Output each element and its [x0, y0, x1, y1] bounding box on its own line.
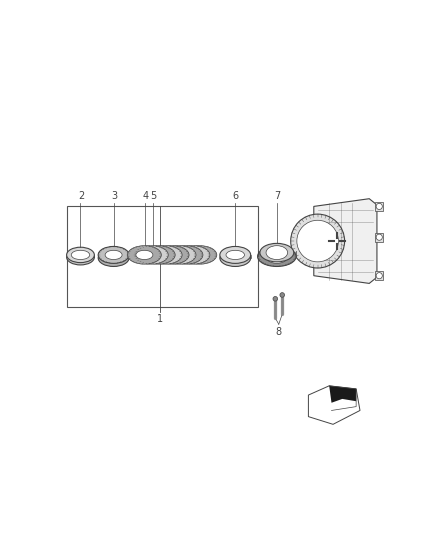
Ellipse shape	[164, 251, 180, 260]
Polygon shape	[314, 199, 377, 284]
Ellipse shape	[273, 296, 278, 301]
Ellipse shape	[127, 246, 161, 264]
Bar	[375, 271, 383, 280]
Ellipse shape	[162, 246, 196, 264]
Ellipse shape	[71, 253, 90, 262]
Ellipse shape	[136, 251, 153, 260]
Ellipse shape	[98, 246, 129, 263]
Ellipse shape	[67, 249, 94, 265]
Ellipse shape	[134, 246, 168, 264]
Ellipse shape	[297, 220, 339, 262]
Polygon shape	[308, 386, 360, 424]
Bar	[67, 206, 258, 306]
Polygon shape	[329, 386, 356, 403]
Ellipse shape	[376, 273, 382, 279]
Ellipse shape	[226, 253, 244, 263]
Text: 7: 7	[274, 191, 280, 201]
Bar	[375, 232, 383, 242]
Ellipse shape	[176, 246, 210, 264]
Ellipse shape	[105, 251, 122, 260]
Ellipse shape	[376, 234, 382, 240]
Ellipse shape	[184, 251, 201, 260]
Ellipse shape	[266, 249, 288, 263]
Ellipse shape	[226, 251, 244, 260]
Text: 3: 3	[111, 191, 117, 201]
Ellipse shape	[67, 247, 94, 263]
Ellipse shape	[150, 251, 167, 260]
Ellipse shape	[141, 246, 175, 264]
Ellipse shape	[220, 246, 251, 263]
Bar	[375, 202, 383, 211]
Ellipse shape	[191, 251, 208, 260]
Ellipse shape	[183, 246, 217, 264]
Ellipse shape	[170, 251, 187, 260]
Ellipse shape	[98, 249, 129, 266]
Text: 5: 5	[151, 191, 157, 201]
Text: 4: 4	[142, 191, 148, 201]
Ellipse shape	[376, 203, 382, 209]
Text: 6: 6	[232, 191, 238, 201]
Ellipse shape	[260, 244, 294, 262]
Ellipse shape	[291, 214, 345, 268]
Ellipse shape	[148, 246, 182, 264]
Ellipse shape	[157, 251, 173, 260]
Ellipse shape	[266, 246, 288, 260]
Ellipse shape	[177, 251, 194, 260]
Ellipse shape	[105, 253, 122, 263]
Ellipse shape	[155, 246, 189, 264]
Text: 1: 1	[157, 314, 163, 324]
Ellipse shape	[220, 249, 251, 266]
Text: 2: 2	[78, 191, 85, 201]
Ellipse shape	[143, 251, 160, 260]
Ellipse shape	[71, 251, 90, 260]
Ellipse shape	[169, 246, 203, 264]
Ellipse shape	[280, 293, 285, 297]
Ellipse shape	[258, 246, 296, 266]
Text: 8: 8	[276, 327, 282, 336]
